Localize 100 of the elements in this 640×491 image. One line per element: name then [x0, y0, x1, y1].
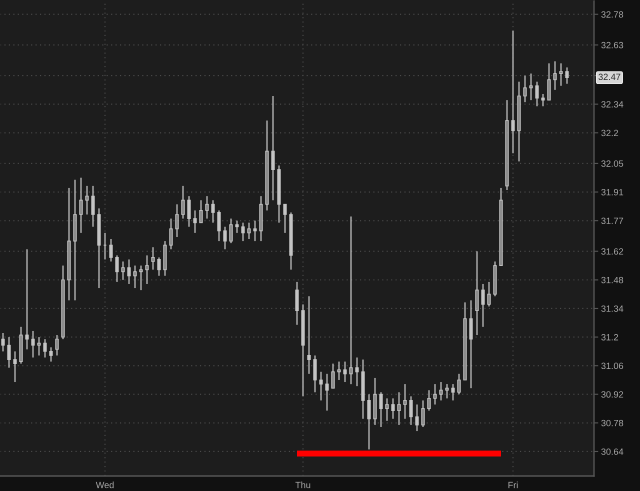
- candlestick: [85, 185, 89, 216]
- y-tick-label: 30.92: [601, 391, 624, 398]
- candlestick: [565, 66, 569, 84]
- candlestick: [409, 396, 413, 426]
- candlestick: [79, 177, 83, 234]
- y-tick-label: 31.62: [601, 248, 624, 255]
- candlestick: [337, 360, 341, 381]
- y-tick-label: 30.64: [601, 448, 624, 455]
- candlestick: [505, 99, 509, 191]
- candlestick: [463, 302, 467, 381]
- y-tick-label: 32.34: [601, 101, 624, 108]
- candlestick: [433, 383, 437, 406]
- candlestick: [181, 185, 185, 220]
- candlestick: [559, 62, 563, 86]
- candlestick: [211, 200, 215, 224]
- candlestick: [355, 356, 359, 387]
- candlestick: [439, 381, 443, 402]
- candlestick: [145, 254, 149, 285]
- candlestick: [547, 62, 551, 101]
- candlestick: [271, 95, 275, 201]
- candlestick: [229, 218, 233, 244]
- candlestick: [349, 216, 353, 385]
- candlestick: [175, 204, 179, 238]
- candlestick: [295, 281, 299, 326]
- candlestick: [169, 218, 173, 250]
- candlestick: [1, 332, 5, 352]
- y-tick-label: 31.77: [601, 218, 624, 224]
- y-tick-label: 31.34: [601, 305, 624, 312]
- x-tick-label: Wed: [96, 482, 114, 488]
- candlestick: [163, 240, 167, 276]
- candlestick: [511, 30, 515, 154]
- candlestick: [133, 264, 137, 289]
- candlestick: [121, 260, 125, 281]
- candlestick: [259, 195, 263, 242]
- candlestick: [91, 185, 95, 228]
- candlestick: [73, 179, 77, 301]
- candlestick: [415, 404, 419, 432]
- candlestick: [475, 250, 479, 336]
- candlestick: [235, 220, 239, 234]
- candlestick: [457, 373, 461, 395]
- candlestick: [523, 74, 527, 103]
- candlestick: [265, 120, 269, 212]
- candlestick: [187, 195, 191, 228]
- x-tick-label: Fri: [508, 482, 518, 488]
- y-tick-label: 32.05: [601, 160, 624, 167]
- candlestick: [529, 72, 533, 101]
- candlestick: [427, 390, 431, 412]
- candlestick: [199, 200, 203, 224]
- candlestick: [139, 264, 143, 291]
- y-tick-label: 31.2: [601, 334, 618, 340]
- y-tick-label: 30.78: [601, 420, 624, 426]
- candlestick: [517, 81, 521, 162]
- candlestick: [331, 363, 335, 389]
- candlestick: [43, 338, 47, 358]
- y-tick-label: 32.63: [601, 42, 624, 48]
- candlestick: [451, 383, 455, 402]
- candlestick: [481, 283, 485, 328]
- y-tick-label: 31.91: [601, 189, 624, 196]
- candlestick: [55, 334, 59, 356]
- y-tick-label: 32.2: [601, 130, 618, 136]
- candlestick: [253, 220, 257, 242]
- candlestick: [445, 383, 449, 399]
- candlestick: [373, 377, 377, 426]
- candlestick: [325, 373, 329, 412]
- candlestick: [397, 392, 401, 426]
- candlestick: [307, 296, 311, 374]
- candlestick: [379, 392, 383, 428]
- candlestick: [493, 260, 497, 297]
- candlestick: [193, 210, 197, 234]
- y-tick-label: 31.48: [601, 276, 624, 284]
- candlestick: [367, 394, 371, 450]
- candlestick: [319, 371, 323, 402]
- candlestick: [37, 336, 41, 356]
- candlestick: [313, 354, 317, 393]
- candlestick: [343, 360, 347, 383]
- candlestick: [469, 300, 473, 389]
- candlestick: [31, 330, 35, 358]
- candlestick: [49, 346, 53, 362]
- candlestick: [205, 195, 209, 220]
- y-tick-label: 32.78: [601, 11, 624, 18]
- candlestick: [421, 400, 425, 428]
- candlestick: [157, 256, 161, 276]
- candlestick: [115, 254, 119, 283]
- candlestick: [487, 281, 491, 308]
- candlestick: [541, 93, 545, 107]
- candlestick: [67, 187, 71, 301]
- candlestick: [61, 264, 65, 340]
- candlestick: [247, 222, 251, 240]
- candlestick: [127, 258, 131, 285]
- candlestick: [391, 398, 395, 420]
- candlestick: [499, 187, 503, 266]
- candlestick: [283, 204, 287, 234]
- candlestick: [109, 238, 113, 262]
- candlestick: [7, 336, 11, 368]
- y-tick-label: 31.06: [601, 362, 624, 370]
- candlestick: [13, 350, 17, 383]
- candlestick: [535, 81, 539, 107]
- candlestick: [553, 60, 557, 91]
- candlestick: [19, 326, 23, 364]
- candlestick: [241, 222, 245, 242]
